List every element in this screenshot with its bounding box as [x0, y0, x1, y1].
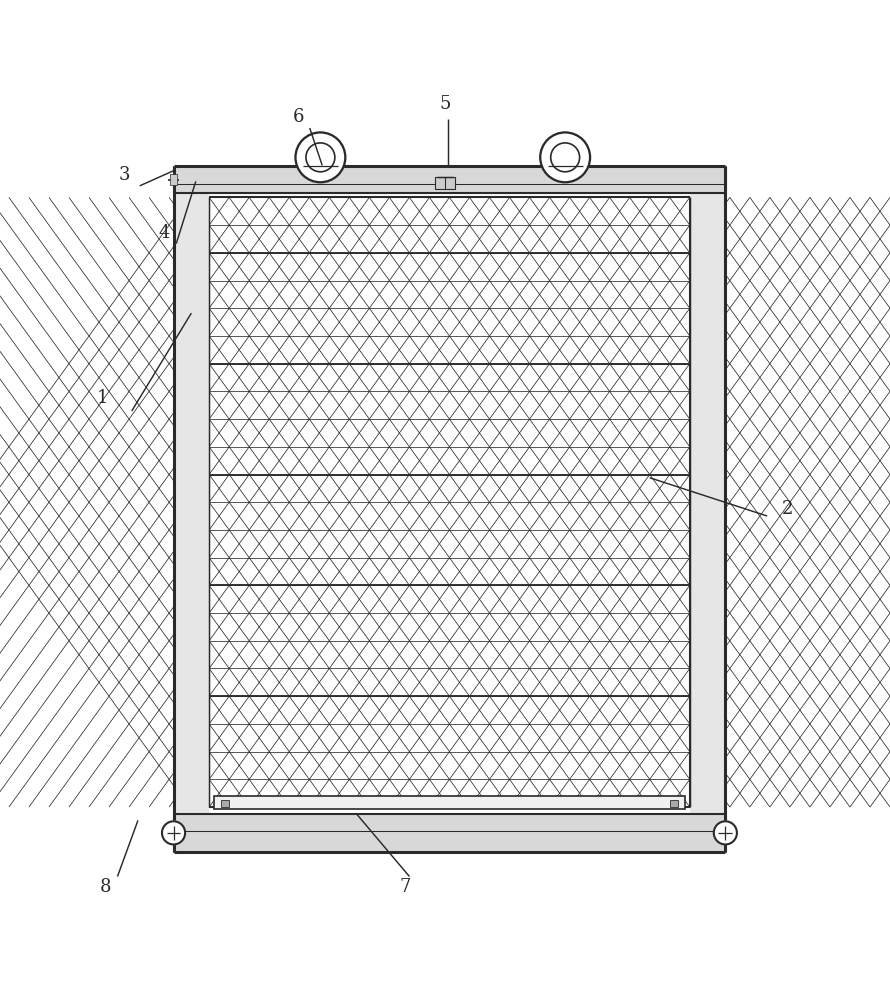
Circle shape [162, 821, 185, 844]
Bar [214, 796, 685, 809]
Text: 6: 6 [293, 108, 303, 126]
Text: 8: 8 [100, 878, 110, 896]
Bar [435, 177, 455, 189]
Bar [221, 800, 229, 807]
Bar [209, 197, 690, 807]
Text: 2: 2 [782, 500, 793, 518]
Bar [170, 174, 177, 185]
Bar [174, 814, 725, 852]
Circle shape [714, 821, 737, 844]
Text: 7: 7 [400, 878, 410, 896]
Bar [174, 166, 209, 852]
Circle shape [540, 132, 590, 182]
Text: 3: 3 [119, 166, 130, 184]
Text: 1: 1 [97, 389, 108, 407]
Bar [670, 800, 678, 807]
Bar [690, 166, 725, 852]
Text: 5: 5 [440, 95, 450, 113]
Bar [174, 166, 725, 193]
Circle shape [295, 132, 345, 182]
Text: 4: 4 [159, 224, 170, 242]
Bar [209, 197, 690, 807]
